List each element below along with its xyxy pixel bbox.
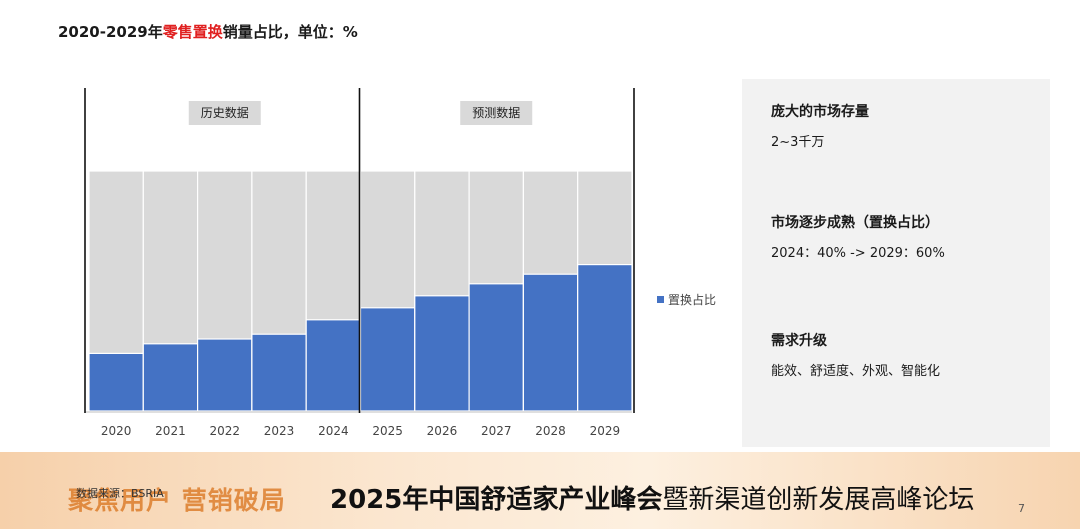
title-prefix: 2020-2029年 [58, 23, 163, 41]
x-tick-label: 2028 [535, 424, 566, 438]
section-label-box [460, 101, 533, 125]
x-tick-label: 2024 [318, 424, 349, 438]
bar-2022 [197, 338, 253, 412]
bar-2021 [142, 343, 199, 412]
panel-item-demand-upgrade: 需求升级 能效、舒适度、外观、智能化 [771, 330, 940, 379]
page-number: 7 [1018, 502, 1025, 515]
section-label: 预测数据 [472, 105, 520, 120]
bar-2026 [414, 295, 470, 412]
conference-banner: 聚焦用户 营销破局 数据来源：BSRIA 2025年中国舒适家产业峰会暨新渠道创… [0, 452, 1080, 529]
conference-subtitle: 暨新渠道创新发展高峰论坛 [662, 485, 975, 515]
market-insight-panel: 庞大的市场存量 2~3千万 市场逐步成熟（置换占比） 2024：40% -> 2… [742, 79, 1050, 447]
section-label: 历史数据 [201, 105, 249, 120]
panel-value: 能效、舒适度、外观、智能化 [771, 364, 941, 379]
x-tick-label: 2021 [155, 424, 186, 438]
title-suffix: 销量占比，单位：% [222, 23, 358, 41]
panel-value: 2024：40% -> 2029：60% [771, 246, 945, 261]
x-tick-label: 2022 [209, 424, 240, 438]
data-source-note: 数据来源：BSRIA [76, 487, 164, 500]
panel-item-market-stock: 庞大的市场存量 2~3千万 [771, 101, 869, 150]
panel-heading: 市场逐步成熟（置换占比） [771, 215, 939, 231]
section-label-box [188, 101, 261, 125]
bar-2028 [522, 273, 579, 412]
panel-value: 2~3千万 [771, 135, 825, 150]
legend-label: 置换占比 [668, 292, 716, 307]
replacement-share-chart: 2020 2021 2022 2023 2024 2025 2026 2027 2028 2029… [84, 88, 716, 438]
x-tick-label: 2025 [372, 424, 403, 438]
x-tick-label: 2029 [590, 424, 621, 438]
panel-item-market-maturity: 市场逐步成熟（置换占比） 2024：40% -> 2029：60% [771, 212, 945, 261]
x-tick-label: 2027 [481, 424, 512, 438]
bar-2023 [251, 333, 307, 412]
x-tick-label: 2020 [101, 424, 132, 438]
bar-2029 [577, 264, 633, 412]
x-tick-label: 2026 [427, 424, 458, 438]
conference-title: 2025年中国舒适家产业峰会暨新渠道创新发展高峰论坛 [330, 479, 974, 516]
bar-2020 [88, 352, 144, 412]
panel-heading: 庞大的市场存量 [771, 104, 869, 120]
conference-name: 2025年中国舒适家产业峰会 [330, 485, 663, 515]
title-highlight: 零售置换 [162, 23, 223, 41]
chart-title: 2020-2029年零售置换销量占比，单位：% [58, 21, 358, 42]
x-tick-label: 2023 [264, 424, 295, 438]
bar-2025 [359, 307, 416, 412]
bar-2027 [468, 283, 525, 412]
panel-heading: 需求升级 [771, 333, 827, 349]
bar-2024 [305, 319, 362, 412]
legend-swatch [657, 296, 664, 303]
banner-slogan: 聚焦用户 营销破局 [68, 486, 286, 515]
